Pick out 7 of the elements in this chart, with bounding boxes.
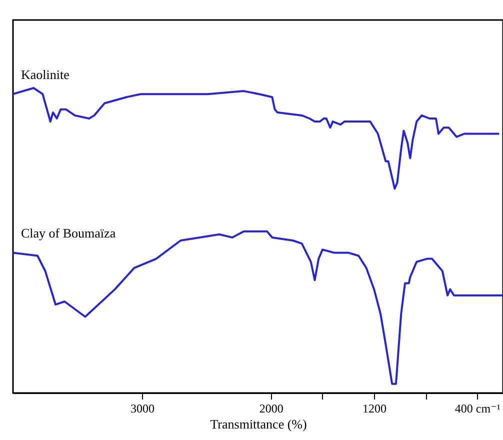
x-tick-label: 2000 (259, 402, 284, 416)
series-label: Kaolinite (21, 67, 70, 82)
x-tick-label: 1200 (362, 402, 387, 416)
series-label: Clay of Boumaïza (21, 226, 116, 241)
x-tick-label: 3000 (130, 402, 154, 416)
x-tick-label: 400 cm⁻¹ (454, 402, 501, 416)
x-axis-title: Transmittance (%) (210, 416, 307, 432)
